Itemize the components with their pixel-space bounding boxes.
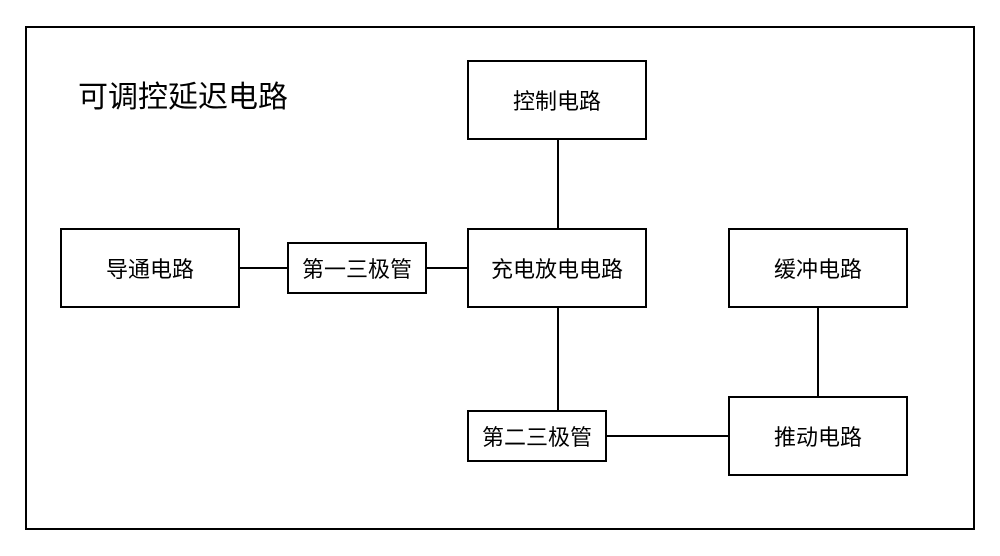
connector-line bbox=[817, 308, 819, 396]
box-second-transistor-label: 第二三极管 bbox=[482, 420, 592, 452]
box-conduction-label: 导通电路 bbox=[106, 252, 194, 284]
box-drive: 推动电路 bbox=[728, 396, 908, 476]
box-control-label: 控制电路 bbox=[513, 84, 601, 116]
connector-line bbox=[607, 435, 728, 437]
box-second-transistor: 第二三极管 bbox=[467, 410, 607, 462]
box-drive-label: 推动电路 bbox=[774, 420, 862, 452]
diagram-title: 可调控延迟电路 bbox=[78, 72, 288, 116]
box-buffer: 缓冲电路 bbox=[728, 228, 908, 308]
connector-line bbox=[557, 140, 559, 228]
box-conduction: 导通电路 bbox=[60, 228, 240, 308]
box-control: 控制电路 bbox=[467, 60, 647, 140]
box-buffer-label: 缓冲电路 bbox=[774, 252, 862, 284]
connector-line bbox=[240, 267, 287, 269]
box-charge: 充电放电电路 bbox=[467, 228, 647, 308]
box-first-transistor: 第一三极管 bbox=[287, 242, 427, 294]
connector-line bbox=[427, 267, 467, 269]
box-first-transistor-label: 第一三极管 bbox=[302, 252, 412, 284]
connector-line bbox=[557, 308, 559, 410]
box-charge-label: 充电放电电路 bbox=[491, 252, 623, 284]
